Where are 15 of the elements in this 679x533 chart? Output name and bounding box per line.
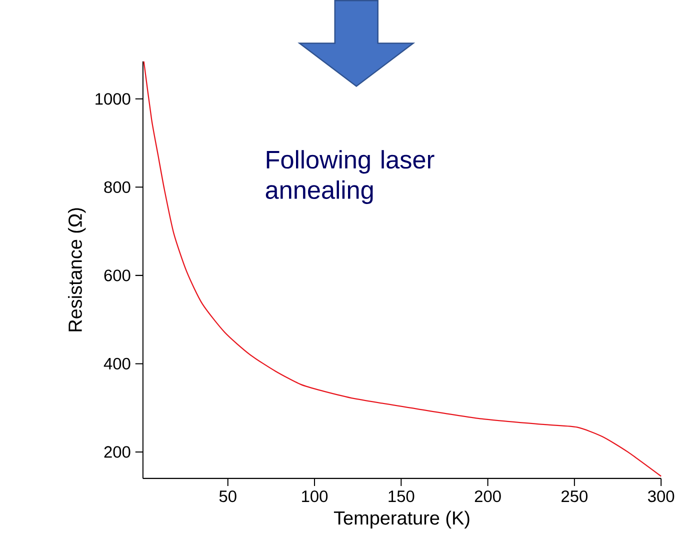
x-tick-label: 200 [474,490,501,502]
x-tick-label: 50 [219,490,236,502]
annotation: Following laser annealing [266,150,434,204]
y-tick-label: 1000 [96,93,130,105]
x-axis-title: Temperature (K) [334,510,470,529]
x-tick-label: 100 [302,490,328,502]
y-tick-label: 800 [104,182,130,194]
y-tick-label: 400 [104,358,130,370]
y-axis-title: Resistance (Ω) [68,208,86,332]
y-tick-label: 200 [104,446,130,458]
x-tick-label: 300 [648,490,674,502]
x-tick-label: 250 [562,490,588,502]
y-tick-label: 600 [104,270,130,282]
x-tick-label: 150 [388,490,414,502]
line-series [143,60,662,477]
